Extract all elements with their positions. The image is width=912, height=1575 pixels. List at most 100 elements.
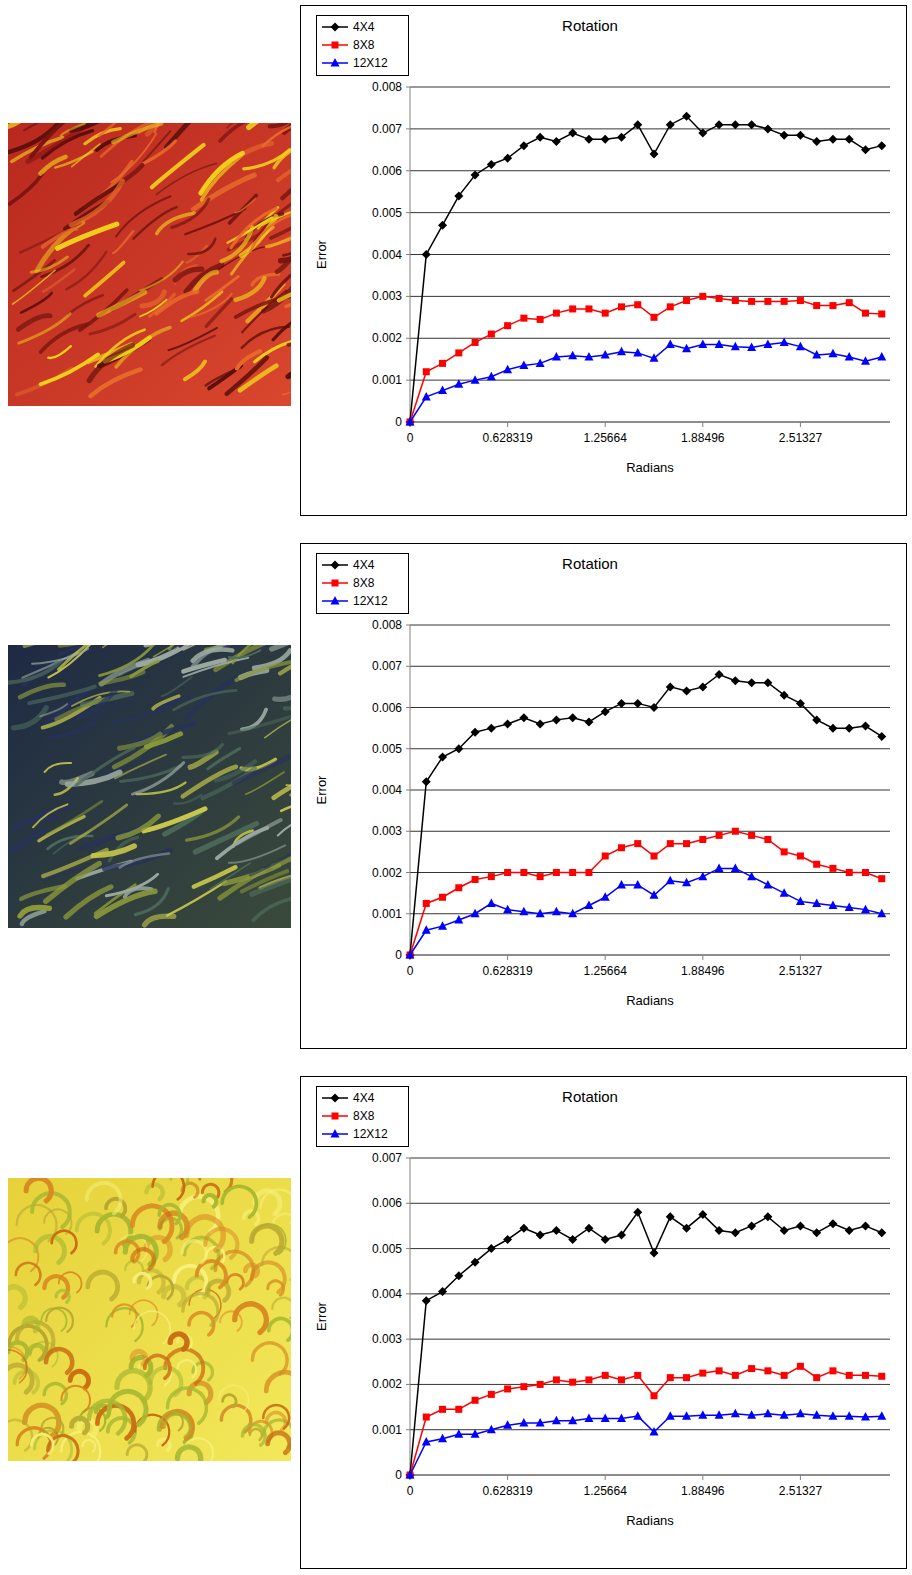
- marker: [332, 1113, 339, 1120]
- marker: [422, 1296, 431, 1305]
- marker: [828, 724, 837, 733]
- marker: [797, 1363, 804, 1370]
- x-tick: [800, 1475, 801, 1480]
- paint-stroke: [77, 1214, 110, 1244]
- grid-line: [410, 128, 890, 129]
- grid-line: [410, 831, 890, 832]
- marker: [552, 137, 561, 146]
- marker: [698, 682, 707, 691]
- paint-stroke: [19, 314, 70, 343]
- paint-stroke: [182, 1241, 206, 1263]
- marker: [748, 832, 755, 839]
- y-tick-label: 0.003: [372, 1332, 402, 1346]
- paint-stroke: [9, 1326, 47, 1360]
- paint-stroke: [223, 1395, 237, 1407]
- legend-label: 4X4: [353, 1091, 375, 1105]
- paint-stroke: [61, 1386, 90, 1412]
- legend-label: 12X12: [353, 56, 388, 70]
- paint-stroke: [82, 1440, 95, 1452]
- marker: [584, 901, 593, 910]
- y-tick-label: 0.006: [372, 701, 402, 715]
- y-tick: [406, 872, 410, 873]
- x-tick-label: 2.51327: [779, 1484, 823, 1498]
- y-axis-title: Error: [314, 1301, 329, 1331]
- marker: [796, 896, 805, 905]
- marker: [438, 386, 447, 395]
- y-tick-label: 0.007: [372, 1151, 402, 1165]
- y-tick-label: 0.004: [372, 783, 402, 797]
- y-tick: [406, 87, 410, 88]
- marker: [488, 331, 495, 338]
- marker: [780, 337, 789, 346]
- marker: [602, 1372, 609, 1379]
- paint-stroke: [174, 690, 237, 710]
- paint-stroke: [31, 257, 67, 272]
- marker: [454, 1271, 463, 1280]
- marker: [331, 561, 340, 570]
- marker: [650, 1249, 659, 1258]
- paint-stroke: [88, 1272, 118, 1299]
- paint-stroke: [222, 1186, 256, 1217]
- marker: [845, 1226, 854, 1235]
- grid-line: [410, 380, 890, 381]
- chart: 00.0010.0020.0030.0040.0050.0060.00700.6…: [301, 1077, 907, 1569]
- grid-line: [410, 87, 890, 88]
- legend: 4X48X812X12: [317, 554, 409, 614]
- marker: [829, 302, 836, 309]
- paint-stroke: [146, 734, 180, 747]
- marker: [796, 342, 805, 351]
- y-tick-label: 0: [395, 948, 402, 962]
- paint-stroke: [45, 763, 71, 772]
- marker: [796, 699, 805, 708]
- x-axis-line: [410, 955, 890, 956]
- paint-stroke: [59, 645, 105, 669]
- paint-stroke: [240, 366, 276, 391]
- marker: [487, 160, 496, 169]
- marker: [488, 1391, 495, 1398]
- marker: [682, 687, 691, 696]
- marker: [406, 418, 415, 427]
- paint-stroke: [205, 1229, 237, 1258]
- paint-stroke: [188, 239, 215, 254]
- y-tick-label: 0.005: [372, 742, 402, 756]
- marker: [845, 135, 854, 144]
- marker: [846, 299, 853, 306]
- paint-stroke: [278, 814, 291, 836]
- paint-stroke: [134, 1311, 170, 1344]
- marker: [797, 297, 804, 304]
- paint-stroke: [236, 662, 291, 680]
- marker: [813, 861, 820, 868]
- marker: [553, 310, 560, 317]
- paint-stroke: [46, 1349, 72, 1373]
- marker: [422, 392, 431, 401]
- series-line: [410, 675, 882, 956]
- marker: [617, 133, 626, 142]
- paint-stroke: [61, 124, 85, 136]
- marker: [601, 350, 610, 359]
- marker: [439, 360, 446, 367]
- paint-stroke: [235, 199, 256, 213]
- paint-stroke: [237, 351, 260, 368]
- marker: [519, 360, 528, 369]
- marker: [552, 907, 561, 916]
- marker: [617, 347, 626, 356]
- paint-stroke: [29, 687, 95, 703]
- marker: [812, 137, 821, 146]
- paint-stroke: [100, 645, 157, 676]
- paint-stroke: [162, 697, 190, 706]
- paint-stroke: [133, 207, 176, 239]
- marker: [568, 129, 577, 138]
- marker: [601, 892, 610, 901]
- painting: [8, 123, 291, 406]
- marker: [780, 888, 789, 897]
- legend-box: [317, 16, 409, 76]
- marker: [651, 1392, 658, 1399]
- paint-stroke: [162, 677, 192, 696]
- paint-stroke: [171, 1178, 188, 1186]
- marker: [666, 340, 675, 349]
- paint-stroke: [20, 908, 49, 916]
- paint-stroke: [52, 1231, 77, 1253]
- y-tick: [406, 128, 410, 129]
- paint-stroke: [262, 1247, 291, 1280]
- y-tick: [406, 338, 410, 339]
